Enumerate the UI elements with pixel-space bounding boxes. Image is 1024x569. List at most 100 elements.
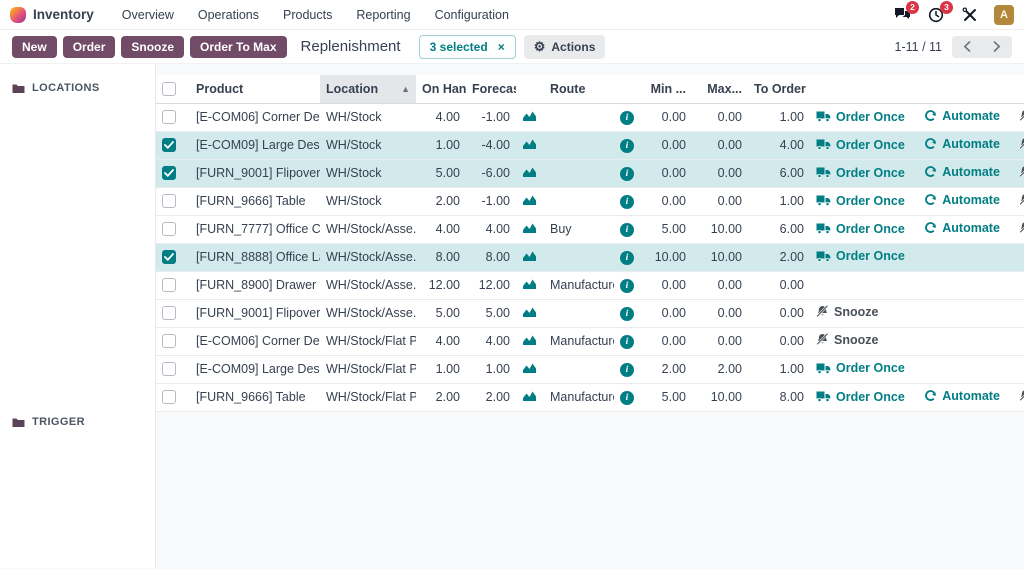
sidebar-item[interactable]: ▾ bbox=[0, 150, 155, 174]
min-cell[interactable]: 0.00 bbox=[640, 271, 692, 299]
sidebar-item[interactable]: ▾ bbox=[0, 198, 155, 222]
row-checkbox[interactable] bbox=[162, 250, 176, 264]
row-checkbox[interactable] bbox=[162, 138, 176, 152]
column-header-location[interactable]: Location▲ bbox=[320, 75, 416, 103]
automate-button[interactable]: Automate bbox=[924, 165, 1000, 179]
sidebar-item[interactable]: ▾ bbox=[0, 366, 155, 390]
new-button[interactable]: New bbox=[12, 36, 57, 58]
order-once-button[interactable]: Order Once bbox=[816, 138, 905, 152]
min-cell[interactable]: 0.00 bbox=[640, 187, 692, 215]
sidebar-item[interactable]: ▾ bbox=[0, 222, 155, 246]
order-once-button[interactable]: Order Once bbox=[816, 361, 905, 375]
row-checkbox[interactable] bbox=[162, 222, 176, 236]
table-row[interactable]: [FURN_8900] Drawer Black WH/Stock/Asse..… bbox=[156, 271, 1024, 299]
to-order-cell[interactable]: 0.00 bbox=[748, 271, 810, 299]
table-row[interactable]: [E-COM09] Large Desk WH/Stock 1.00 -4.00… bbox=[156, 131, 1024, 159]
forecast-chart-icon[interactable] bbox=[522, 305, 537, 318]
max-cell[interactable]: 0.00 bbox=[692, 131, 748, 159]
snooze-button-row[interactable]: Snooze bbox=[1019, 109, 1024, 123]
to-order-cell[interactable]: 6.00 bbox=[748, 159, 810, 187]
table-row[interactable]: [FURN_7777] Office Chair WH/Stock/Asse..… bbox=[156, 215, 1024, 243]
order-button[interactable]: Order bbox=[63, 36, 116, 58]
info-icon[interactable]: i bbox=[620, 363, 634, 377]
sidebar-item[interactable]: ▾ bbox=[0, 318, 155, 342]
order-once-button[interactable]: Order Once bbox=[816, 249, 905, 263]
snooze-button-row[interactable]: Snooze bbox=[1019, 389, 1024, 403]
nav-menu-item[interactable]: Overview bbox=[112, 4, 184, 26]
max-cell[interactable]: 0.00 bbox=[692, 299, 748, 327]
info-icon[interactable]: i bbox=[620, 251, 634, 265]
sidebar-item[interactable]: ▾ bbox=[0, 102, 155, 126]
order-once-button[interactable]: Order Once bbox=[816, 194, 905, 208]
clear-selection-icon[interactable]: × bbox=[498, 40, 505, 54]
nav-menu-item[interactable]: Reporting bbox=[346, 4, 420, 26]
to-order-cell[interactable]: 4.00 bbox=[748, 131, 810, 159]
to-order-cell[interactable]: 1.00 bbox=[748, 355, 810, 383]
snooze-button-row[interactable]: Snooze bbox=[1019, 221, 1024, 235]
forecast-chart-icon[interactable] bbox=[522, 361, 537, 374]
column-header-min[interactable]: Min ... bbox=[640, 75, 692, 103]
max-cell[interactable]: 0.00 bbox=[692, 159, 748, 187]
table-row[interactable]: [FURN_9001] Flipover WH/Stock/Asse... 5.… bbox=[156, 299, 1024, 327]
max-cell[interactable]: 0.00 bbox=[692, 327, 748, 355]
table-row[interactable]: [FURN_9666] Table WH/Stock/Flat P... 2.0… bbox=[156, 383, 1024, 411]
row-checkbox[interactable] bbox=[162, 362, 176, 376]
product-cell[interactable]: [E-COM06] Corner Desk ... bbox=[190, 103, 320, 131]
sidebar-item[interactable]: ▾ bbox=[0, 460, 155, 484]
product-cell[interactable]: [E-COM09] Large Desk bbox=[190, 355, 320, 383]
info-icon[interactable]: i bbox=[620, 307, 634, 321]
table-row[interactable]: [FURN_8888] Office Lamp WH/Stock/Asse...… bbox=[156, 243, 1024, 271]
to-order-cell[interactable]: 0.00 bbox=[748, 327, 810, 355]
info-icon[interactable]: i bbox=[620, 167, 634, 181]
to-order-cell[interactable]: 8.00 bbox=[748, 383, 810, 411]
min-cell[interactable]: 5.00 bbox=[640, 215, 692, 243]
row-checkbox[interactable] bbox=[162, 278, 176, 292]
order-to-max-button[interactable]: Order To Max bbox=[190, 36, 286, 58]
nav-menu-item[interactable]: Operations bbox=[188, 4, 269, 26]
forecast-chart-icon[interactable] bbox=[522, 109, 537, 122]
row-checkbox[interactable] bbox=[162, 390, 176, 404]
product-cell[interactable]: [FURN_8900] Drawer Black bbox=[190, 271, 320, 299]
min-cell[interactable]: 0.00 bbox=[640, 299, 692, 327]
min-cell[interactable]: 5.00 bbox=[640, 383, 692, 411]
sidebar-item[interactable]: ▾ bbox=[0, 484, 155, 508]
info-icon[interactable]: i bbox=[620, 111, 634, 125]
activities-icon[interactable]: 3 bbox=[926, 6, 946, 24]
automate-button[interactable]: Automate bbox=[924, 193, 1000, 207]
max-cell[interactable]: 2.00 bbox=[692, 355, 748, 383]
max-cell[interactable]: 0.00 bbox=[692, 271, 748, 299]
forecast-chart-icon[interactable] bbox=[522, 221, 537, 234]
product-cell[interactable]: [FURN_8888] Office Lamp bbox=[190, 243, 320, 271]
product-cell[interactable]: [E-COM06] Corner Desk ... bbox=[190, 327, 320, 355]
table-row[interactable]: [FURN_9666] Table WH/Stock 2.00 -1.00 i … bbox=[156, 187, 1024, 215]
nav-menu-item[interactable]: Products bbox=[273, 4, 342, 26]
table-row[interactable]: [E-COM06] Corner Desk ... WH/Stock/Flat … bbox=[156, 327, 1024, 355]
order-once-button[interactable]: Order Once bbox=[816, 166, 905, 180]
product-cell[interactable]: [FURN_9666] Table bbox=[190, 187, 320, 215]
automate-button[interactable]: Automate bbox=[924, 109, 1000, 123]
product-cell[interactable]: [FURN_7777] Office Chair bbox=[190, 215, 320, 243]
to-order-cell[interactable]: 0.00 bbox=[748, 299, 810, 327]
pager-next-button[interactable] bbox=[982, 36, 1012, 58]
table-row[interactable]: [E-COM06] Corner Desk ... WH/Stock 4.00 … bbox=[156, 103, 1024, 131]
row-checkbox[interactable] bbox=[162, 334, 176, 348]
order-once-button[interactable]: Order Once bbox=[816, 390, 905, 404]
row-checkbox[interactable] bbox=[162, 166, 176, 180]
sidebar-item[interactable]: ▾ bbox=[0, 246, 155, 270]
min-cell[interactable]: 0.00 bbox=[640, 103, 692, 131]
info-icon[interactable]: i bbox=[620, 279, 634, 293]
product-cell[interactable]: [E-COM09] Large Desk bbox=[190, 131, 320, 159]
row-checkbox[interactable] bbox=[162, 194, 176, 208]
tools-icon[interactable] bbox=[960, 6, 980, 24]
sidebar-item[interactable]: ▾ bbox=[0, 174, 155, 198]
sidebar-item[interactable]: ▾ bbox=[0, 270, 155, 294]
row-checkbox[interactable] bbox=[162, 110, 176, 124]
forecast-chart-icon[interactable] bbox=[522, 137, 537, 150]
info-icon[interactable]: i bbox=[620, 391, 634, 405]
info-icon[interactable]: i bbox=[620, 335, 634, 349]
product-cell[interactable]: [FURN_9666] Table bbox=[190, 383, 320, 411]
min-cell[interactable]: 2.00 bbox=[640, 355, 692, 383]
nav-menu-item[interactable]: Configuration bbox=[425, 4, 519, 26]
min-cell[interactable]: 0.00 bbox=[640, 131, 692, 159]
forecast-chart-icon[interactable] bbox=[522, 277, 537, 290]
